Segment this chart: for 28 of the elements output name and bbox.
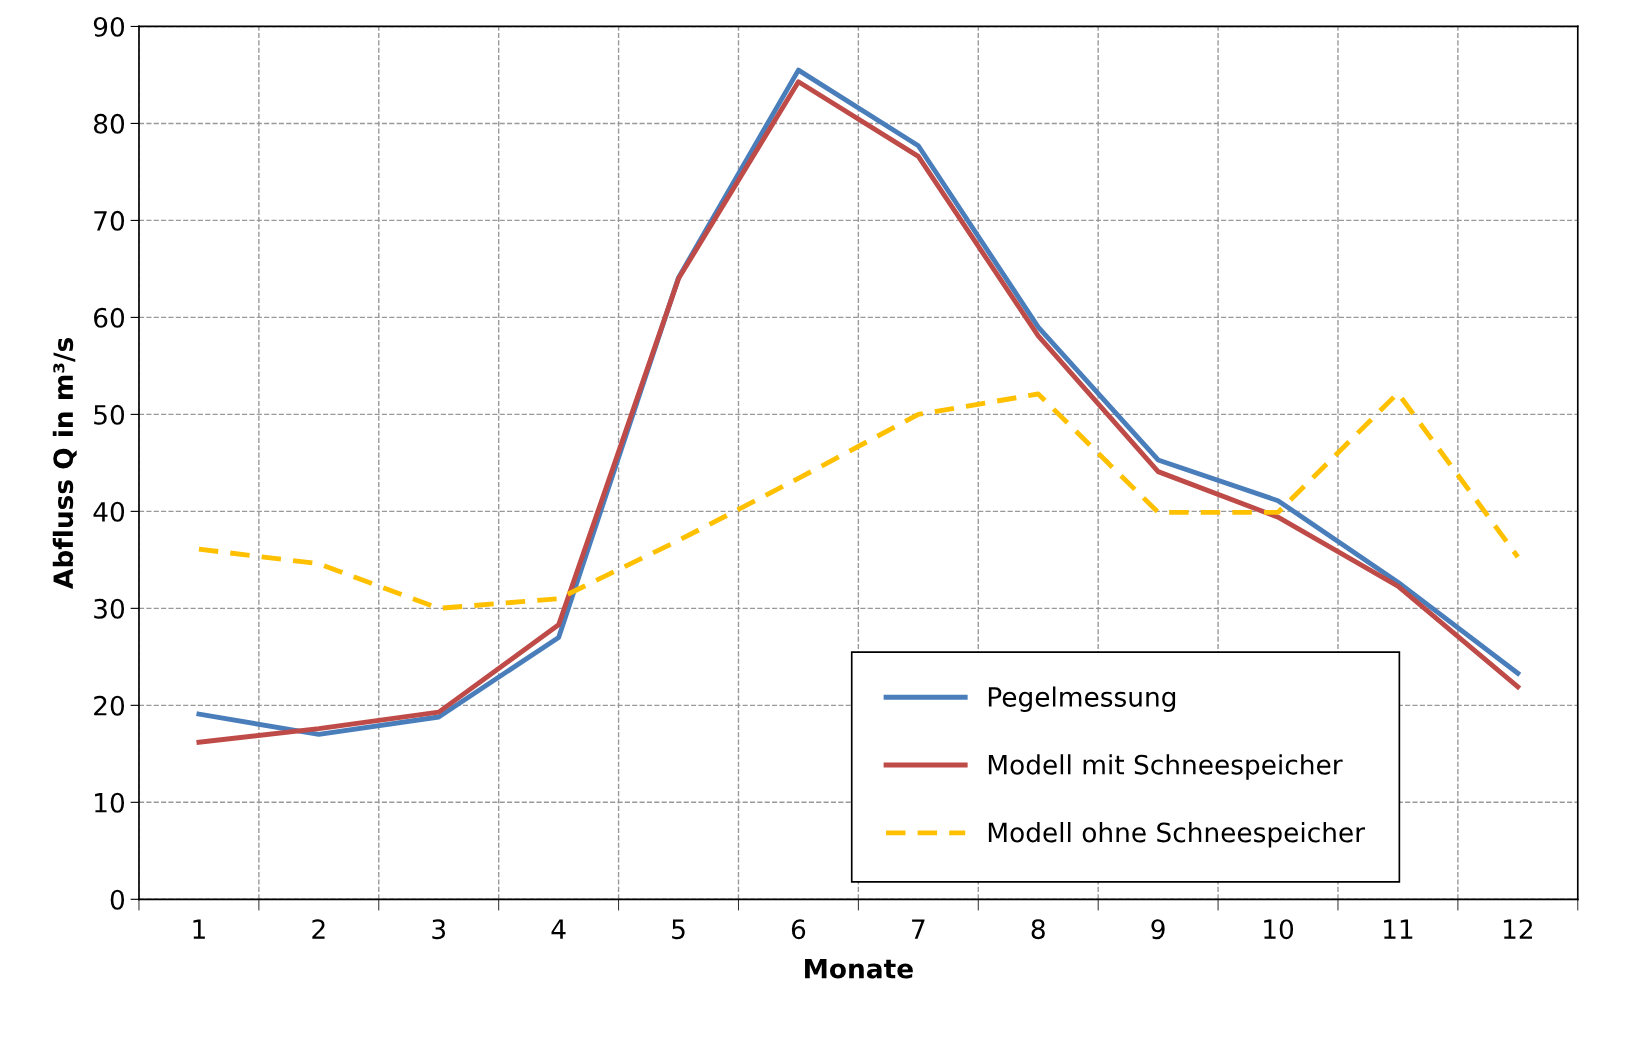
x-tick-label: 12 <box>1503 919 1532 939</box>
y-tick-label: 90 <box>93 16 125 37</box>
y-tick-label: 10 <box>95 792 125 813</box>
legend-label: Pegelmessung <box>988 686 1176 713</box>
y-tick-label: 30 <box>94 598 125 619</box>
x-tick-label: 1 <box>193 919 205 939</box>
x-tick-label: 10 <box>1264 919 1294 940</box>
y-axis-title: Abfluss Q in m³/s <box>52 337 77 589</box>
x-tick-label: 3 <box>432 919 445 940</box>
y-tick-label: 70 <box>94 210 125 231</box>
y-tick-label: 0 <box>110 889 125 910</box>
x-tick-label: 4 <box>551 919 566 939</box>
y-tick-label: 50 <box>94 404 125 425</box>
x-tick-label: 9 <box>1151 919 1165 940</box>
x-tick-label: 8 <box>1031 919 1045 940</box>
x-tick-label: 11 <box>1384 919 1413 939</box>
x-tick-label: 6 <box>791 919 806 940</box>
y-tick-label: 80 <box>93 113 125 134</box>
y-tick-label: 60 <box>94 307 125 328</box>
x-tick-label: 7 <box>912 919 925 939</box>
x-axis-title: Monate <box>805 958 913 979</box>
legend-label: Modell mit Schneespeicher <box>988 754 1343 780</box>
line-series <box>196 390 1521 611</box>
y-tick-label: 20 <box>94 695 125 716</box>
legend-label: Modell ohne Schneespeicher <box>988 822 1366 848</box>
x-tick-label: 2 <box>312 919 325 939</box>
y-tick-label: 40 <box>93 501 125 522</box>
x-tick-label: 5 <box>672 919 685 940</box>
